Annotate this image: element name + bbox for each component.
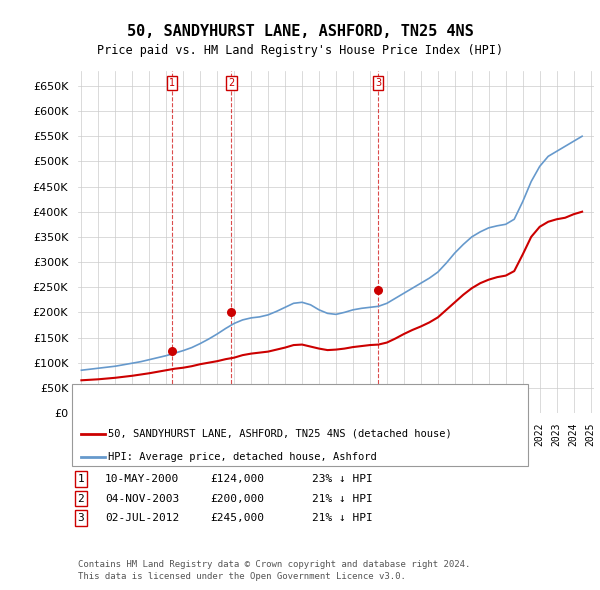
Text: 1: 1 [77,474,85,484]
Point [374,285,383,294]
Text: 23% ↓ HPI: 23% ↓ HPI [312,474,373,484]
Point [167,346,177,355]
Text: 21% ↓ HPI: 21% ↓ HPI [312,494,373,503]
Text: 50, SANDYHURST LANE, ASHFORD, TN25 4NS: 50, SANDYHURST LANE, ASHFORD, TN25 4NS [127,24,473,38]
Text: 50, SANDYHURST LANE, ASHFORD, TN25 4NS (detached house): 50, SANDYHURST LANE, ASHFORD, TN25 4NS (… [108,429,452,438]
Text: 1: 1 [169,78,175,88]
Text: 3: 3 [376,78,382,88]
Text: £245,000: £245,000 [210,513,264,523]
Text: This data is licensed under the Open Government Licence v3.0.: This data is licensed under the Open Gov… [78,572,406,581]
Point [227,307,236,317]
Text: Price paid vs. HM Land Registry's House Price Index (HPI): Price paid vs. HM Land Registry's House … [97,44,503,57]
Text: 2: 2 [229,78,235,88]
Text: 10-MAY-2000: 10-MAY-2000 [105,474,179,484]
Text: £124,000: £124,000 [210,474,264,484]
Text: 02-JUL-2012: 02-JUL-2012 [105,513,179,523]
Text: 3: 3 [77,513,85,523]
Text: 2: 2 [77,494,85,503]
Text: £200,000: £200,000 [210,494,264,503]
Text: Contains HM Land Registry data © Crown copyright and database right 2024.: Contains HM Land Registry data © Crown c… [78,560,470,569]
Text: HPI: Average price, detached house, Ashford: HPI: Average price, detached house, Ashf… [108,453,377,462]
Text: 04-NOV-2003: 04-NOV-2003 [105,494,179,503]
Text: 21% ↓ HPI: 21% ↓ HPI [312,513,373,523]
